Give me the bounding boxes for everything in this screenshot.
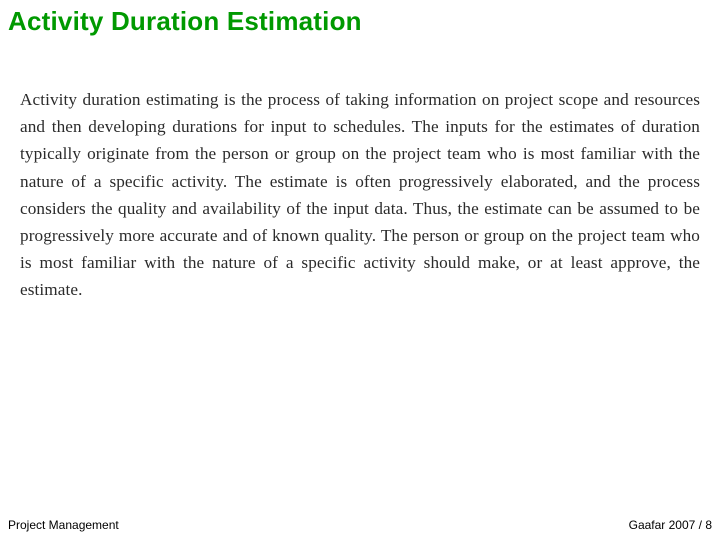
footer-right: Gaafar 2007 / 8 xyxy=(629,518,712,532)
slide-title: Activity Duration Estimation xyxy=(0,0,720,37)
footer-left: Project Management xyxy=(8,518,119,532)
body-paragraph: Activity duration estimating is the proc… xyxy=(20,86,700,303)
slide: Activity Duration Estimation Activity du… xyxy=(0,0,720,540)
